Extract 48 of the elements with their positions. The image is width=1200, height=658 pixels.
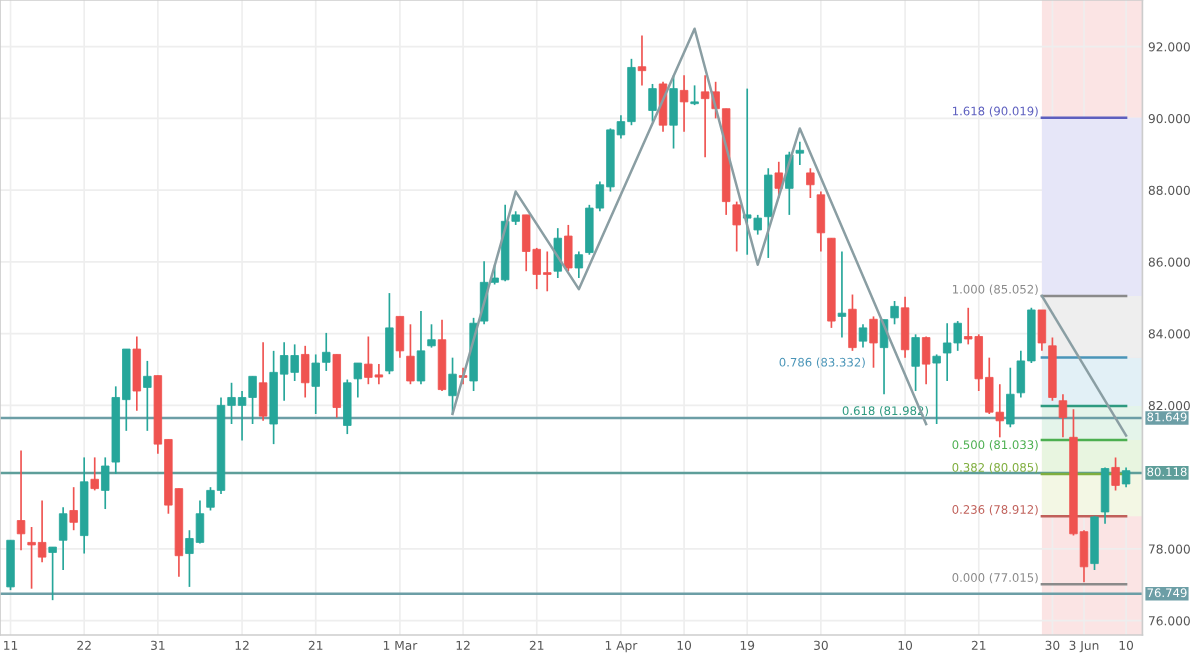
candlestick <box>890 300 899 326</box>
candlestick <box>353 362 363 399</box>
candlestick <box>143 360 152 432</box>
line-series <box>451 27 928 426</box>
candlestick <box>427 323 436 349</box>
candlestick <box>416 310 426 386</box>
candlestick <box>848 293 857 352</box>
candlestick <box>6 539 15 591</box>
candlestick <box>395 315 405 359</box>
candlestick <box>1111 456 1120 492</box>
candlestick <box>911 333 920 392</box>
candlestick <box>300 344 310 399</box>
candlestick <box>343 378 352 435</box>
candlestick <box>385 292 394 376</box>
candlestick <box>69 486 78 532</box>
candlestick <box>16 449 26 552</box>
candlestick <box>669 74 678 150</box>
candlestick <box>564 224 573 273</box>
candlestick <box>1058 393 1068 439</box>
candlestick <box>732 200 741 253</box>
candlestick <box>1090 515 1099 571</box>
candlestick <box>258 341 268 422</box>
candlestick <box>900 295 910 359</box>
candlestick <box>806 167 815 199</box>
candlestick <box>679 74 689 133</box>
candlestick <box>648 83 657 123</box>
candlestick <box>816 190 826 253</box>
candlestick <box>764 167 773 259</box>
candlestick <box>1006 366 1015 429</box>
candlestick <box>858 323 868 349</box>
candlestick <box>48 546 57 602</box>
candlestick <box>448 356 457 415</box>
candlestick <box>921 335 931 386</box>
candlestick <box>406 323 415 386</box>
candlestick <box>690 84 699 106</box>
candlestick <box>869 315 878 369</box>
candlestick <box>637 34 647 87</box>
candlestick <box>1100 466 1110 525</box>
candlestick <box>574 250 584 279</box>
candlestick <box>795 140 805 166</box>
candlestick <box>58 506 68 571</box>
candlestick <box>90 456 99 492</box>
candlestick <box>932 353 941 425</box>
candlestick <box>101 456 110 510</box>
candlestick <box>1121 466 1131 489</box>
candlestick <box>1037 309 1047 352</box>
candlestick <box>132 335 142 412</box>
candlestick <box>837 250 847 339</box>
